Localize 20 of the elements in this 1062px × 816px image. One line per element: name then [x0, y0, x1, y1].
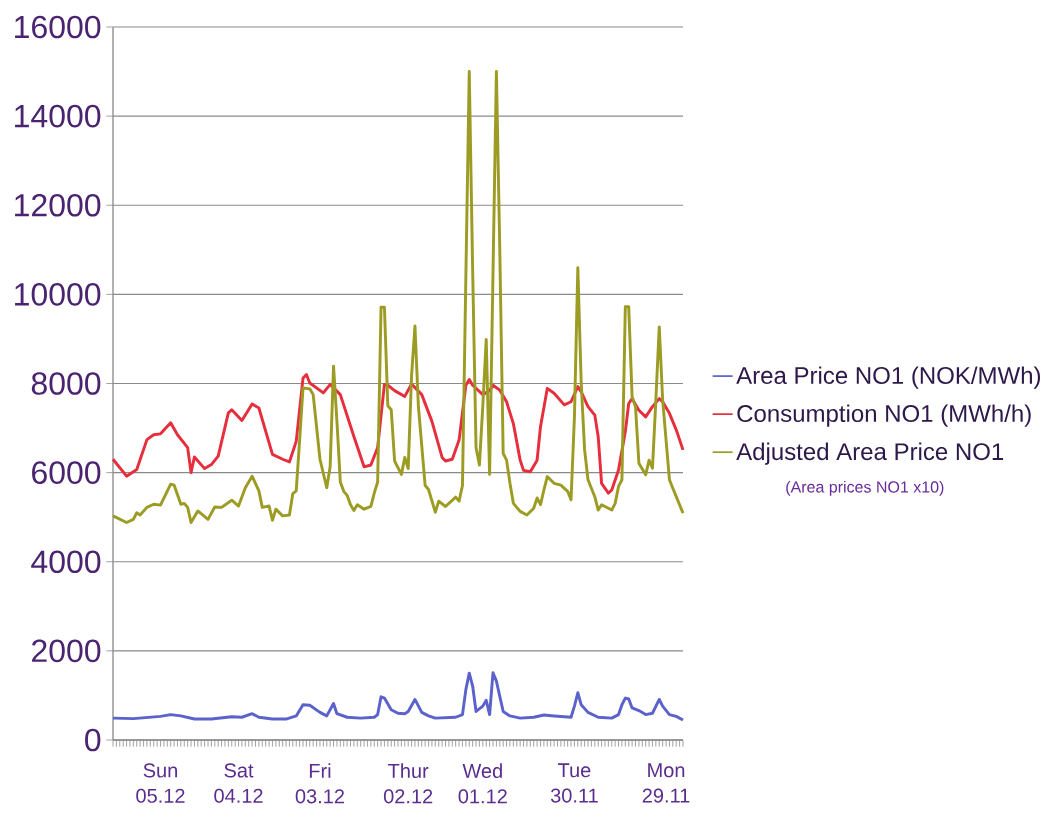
y-tick-label: 10000	[15, 283, 101, 306]
x-tick-label: Sun 05.12	[136, 763, 185, 803]
y-tick-label: 0	[85, 728, 101, 752]
y-tick-label: 2000	[32, 639, 101, 663]
x-tick-label: Tue 30.11	[550, 763, 598, 803]
text: (Area prices NO1 x10)	[786, 480, 944, 496]
legend-label: Consumption NO1 (MWh/h)	[737, 404, 1031, 427]
y-tick-label: 14000	[15, 104, 101, 128]
y-tick-label: 6000	[32, 461, 101, 484]
y-tick-label: 12000	[15, 193, 101, 217]
x-tick-label: Thur 02.12	[383, 763, 433, 804]
x-tick-label: Fri 03.12	[295, 763, 344, 804]
legend-label: Area Price NO1 (NOK/MWh)	[736, 366, 1041, 389]
x-tick-label: Sat 04.12	[214, 763, 263, 803]
x-tick-label: Wed 01.12	[458, 763, 507, 804]
legend-label: Adjusted Area Price NO1	[736, 442, 1004, 465]
y-tick-label: 16000	[15, 15, 101, 39]
y-tick-label: 4000	[31, 550, 101, 574]
x-tick-label: Mon 29.11	[642, 763, 690, 803]
y-tick-label: 8000	[31, 372, 101, 395]
